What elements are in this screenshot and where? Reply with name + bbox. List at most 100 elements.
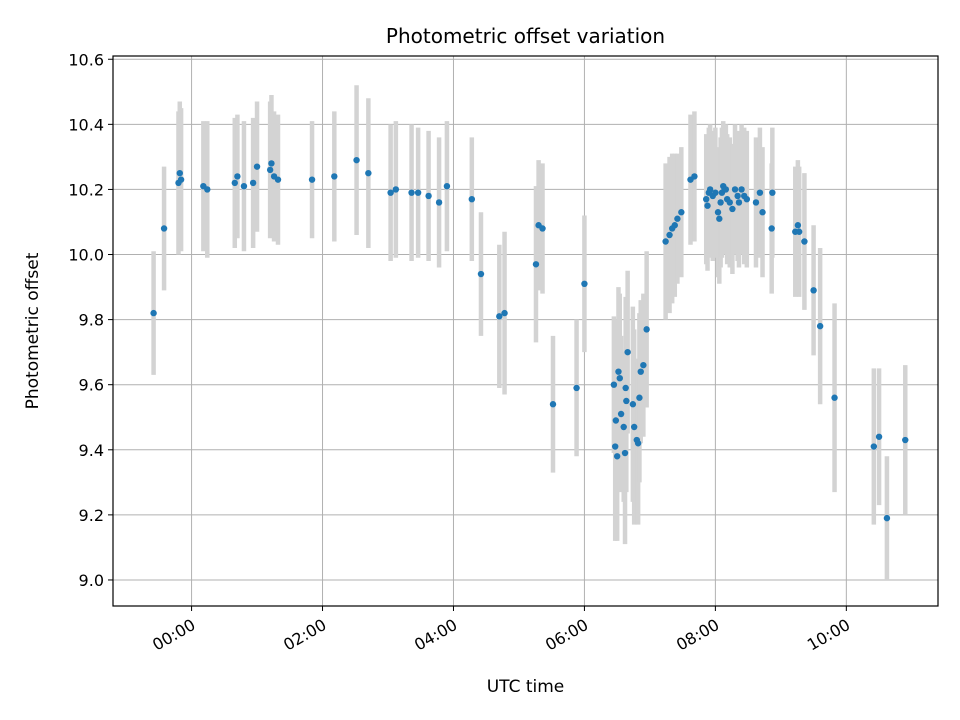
data-point bbox=[883, 514, 891, 522]
data-point bbox=[722, 186, 730, 193]
data-point bbox=[612, 443, 619, 450]
data-point bbox=[392, 186, 400, 193]
data-point bbox=[274, 176, 282, 183]
y-tick-label: 9.8 bbox=[79, 311, 104, 330]
data-point bbox=[794, 222, 802, 229]
data-point bbox=[177, 176, 185, 183]
data-point bbox=[176, 169, 183, 177]
data-point bbox=[743, 195, 751, 203]
data-point bbox=[831, 394, 838, 401]
data-point bbox=[759, 209, 766, 216]
data-point bbox=[234, 173, 241, 180]
data-point bbox=[620, 423, 627, 431]
data-point bbox=[231, 179, 238, 187]
data-point bbox=[150, 309, 157, 317]
data-point bbox=[408, 189, 415, 196]
data-point bbox=[612, 417, 620, 424]
data-point bbox=[816, 322, 824, 330]
data-point bbox=[735, 199, 743, 206]
data-point bbox=[615, 368, 622, 375]
y-tick-label: 10.2 bbox=[68, 180, 104, 199]
x-axis-label: UTC time bbox=[487, 677, 565, 697]
data-point bbox=[539, 225, 546, 232]
data-point bbox=[610, 381, 618, 388]
data-point bbox=[443, 182, 451, 190]
data-point bbox=[712, 189, 719, 196]
data-point bbox=[629, 401, 637, 408]
data-point bbox=[573, 384, 580, 392]
y-tick-label: 9.0 bbox=[79, 571, 104, 590]
data-point bbox=[617, 410, 625, 418]
y-tick-label: 10.0 bbox=[68, 246, 104, 265]
data-point bbox=[674, 215, 681, 222]
data-point bbox=[716, 215, 723, 222]
data-point bbox=[704, 202, 711, 209]
data-point bbox=[414, 189, 422, 196]
data-point bbox=[634, 440, 642, 447]
data-point bbox=[678, 209, 685, 216]
data-point bbox=[425, 192, 432, 200]
data-point bbox=[249, 179, 257, 187]
data-point bbox=[308, 176, 316, 183]
data-point bbox=[726, 199, 733, 206]
data-point bbox=[636, 394, 643, 401]
data-point bbox=[768, 225, 775, 232]
data-point bbox=[643, 326, 650, 333]
y-axis-ticks: 9.0 9.2 9.4 9.6 9.8 10.0 10.2 10.4 10.6 bbox=[68, 50, 113, 590]
data-point bbox=[353, 156, 360, 164]
data-point bbox=[756, 189, 764, 196]
data-point bbox=[387, 189, 394, 196]
data-point bbox=[549, 401, 557, 408]
y-tick-label: 9.4 bbox=[79, 441, 104, 460]
data-point bbox=[623, 397, 630, 405]
data-point bbox=[435, 199, 443, 206]
data-point bbox=[703, 195, 710, 203]
data-point bbox=[870, 443, 878, 450]
data-point bbox=[637, 368, 644, 375]
data-point bbox=[801, 238, 808, 245]
data-point bbox=[734, 192, 741, 200]
data-point bbox=[810, 287, 817, 294]
data-point bbox=[902, 436, 909, 444]
data-point bbox=[671, 222, 678, 229]
data-point bbox=[240, 182, 248, 190]
data-point bbox=[706, 186, 714, 193]
data-points bbox=[150, 156, 909, 522]
data-point bbox=[621, 449, 629, 457]
data-point bbox=[501, 309, 508, 317]
y-tick-label: 9.6 bbox=[79, 376, 104, 395]
data-point bbox=[731, 186, 739, 193]
data-point bbox=[331, 173, 338, 180]
data-point bbox=[769, 189, 776, 196]
data-point bbox=[468, 195, 476, 203]
data-point bbox=[691, 173, 698, 180]
data-point bbox=[160, 225, 168, 232]
data-point bbox=[714, 209, 722, 216]
y-tick-label: 9.2 bbox=[79, 506, 104, 525]
data-point bbox=[729, 205, 736, 213]
data-point bbox=[622, 384, 629, 392]
data-point bbox=[496, 313, 503, 320]
y-axis-label: Photometric offset bbox=[23, 252, 43, 409]
data-point bbox=[738, 186, 745, 193]
data-point bbox=[875, 433, 883, 440]
data-point bbox=[616, 374, 623, 382]
data-point bbox=[630, 423, 638, 431]
data-point bbox=[268, 160, 275, 167]
plot-frame bbox=[112, 55, 939, 607]
y-tick-label: 10.6 bbox=[68, 50, 104, 69]
data-point bbox=[666, 231, 673, 239]
data-point bbox=[662, 238, 669, 245]
data-point bbox=[204, 186, 211, 193]
data-point bbox=[795, 228, 803, 235]
data-point bbox=[717, 199, 724, 206]
chart-title: Photometric offset variation bbox=[386, 24, 665, 48]
data-point bbox=[477, 270, 485, 278]
data-point bbox=[253, 163, 261, 170]
data-point bbox=[640, 361, 647, 369]
data-point bbox=[624, 348, 631, 356]
data-point bbox=[613, 453, 621, 460]
data-point bbox=[365, 169, 372, 177]
